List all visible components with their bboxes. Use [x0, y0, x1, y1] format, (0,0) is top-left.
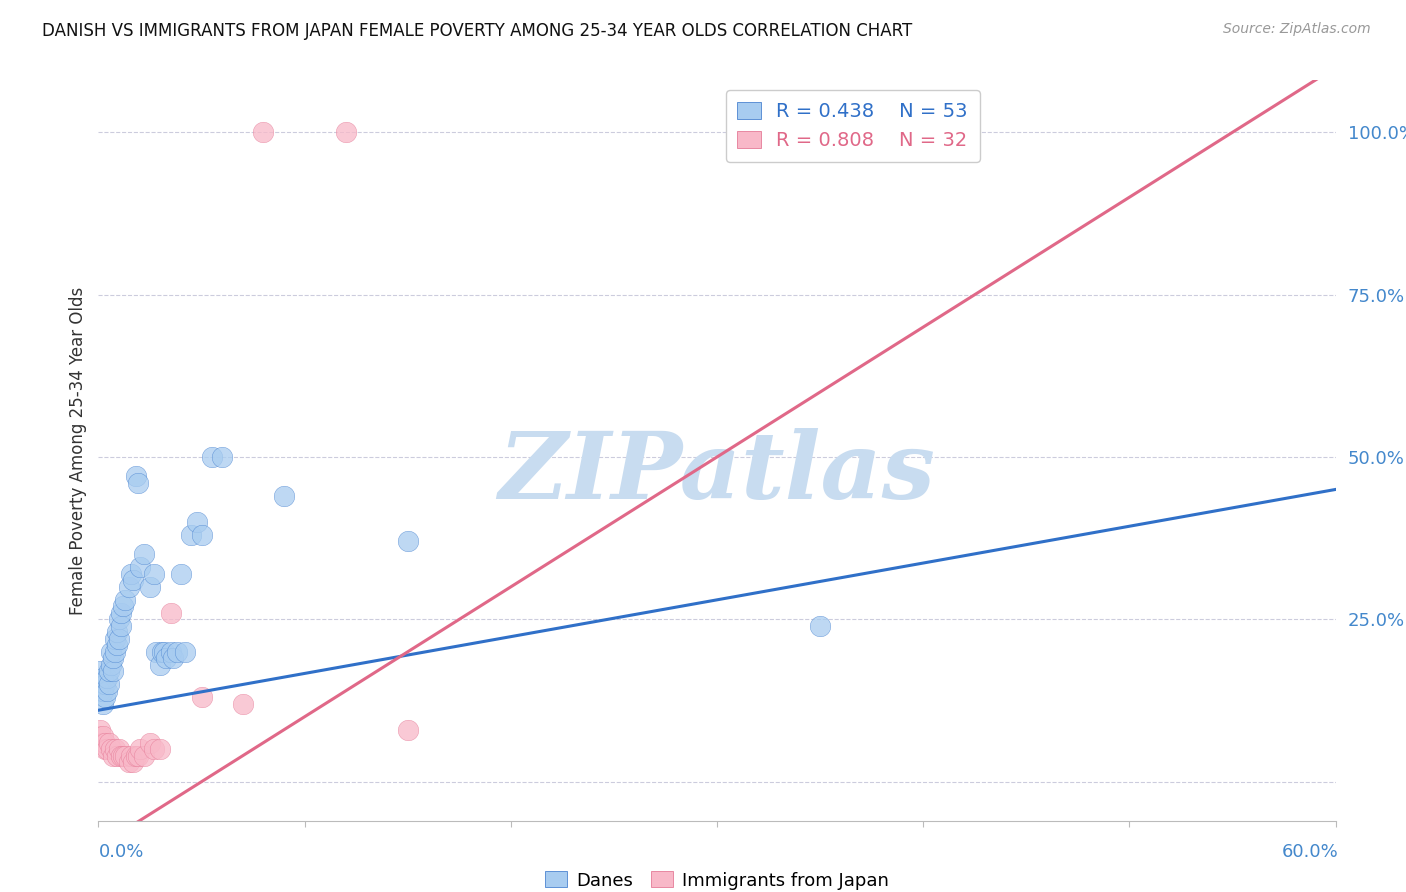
Text: 0.0%: 0.0%: [98, 843, 143, 861]
Point: [149, 657, 172, 672]
Point: [101, 651, 124, 665]
Point: [335, 125, 357, 139]
Text: DANISH VS IMMIGRANTS FROM JAPAN FEMALE POVERTY AMONG 25-34 YEAR OLDS CORRELATION: DANISH VS IMMIGRANTS FROM JAPAN FEMALE P…: [42, 22, 912, 40]
Legend: Danes, Immigrants from Japan: Danes, Immigrants from Japan: [538, 864, 896, 892]
Text: 60.0%: 60.0%: [1282, 843, 1339, 861]
Point: [91, 729, 114, 743]
Point: [273, 489, 295, 503]
Point: [112, 748, 135, 763]
Point: [114, 748, 136, 763]
Point: [139, 580, 162, 594]
Point: [122, 574, 145, 588]
Point: [100, 645, 122, 659]
Point: [89, 665, 111, 679]
Point: [105, 625, 128, 640]
Point: [122, 755, 145, 769]
Point: [110, 606, 132, 620]
Point: [108, 632, 131, 646]
Point: [104, 742, 127, 756]
Point: [396, 723, 419, 737]
Point: [159, 606, 181, 620]
Point: [108, 612, 131, 626]
Point: [127, 748, 149, 763]
Point: [143, 742, 166, 756]
Point: [118, 580, 141, 594]
Point: [128, 742, 150, 756]
Point: [155, 651, 177, 665]
Point: [91, 683, 114, 698]
Point: [97, 677, 120, 691]
Point: [252, 125, 274, 139]
Point: [108, 742, 131, 756]
Point: [124, 469, 146, 483]
Point: [139, 736, 162, 750]
Point: [186, 515, 208, 529]
Point: [162, 651, 184, 665]
Point: [91, 671, 114, 685]
Point: [120, 748, 142, 763]
Point: [96, 742, 118, 756]
Point: [97, 736, 120, 750]
Point: [89, 723, 111, 737]
Point: [120, 566, 142, 581]
Point: [100, 657, 122, 672]
Point: [101, 748, 124, 763]
Point: [128, 560, 150, 574]
Point: [232, 697, 254, 711]
Point: [97, 665, 120, 679]
Point: [118, 755, 141, 769]
Point: [114, 592, 136, 607]
Point: [153, 645, 176, 659]
Point: [93, 690, 115, 705]
Point: [150, 645, 173, 659]
Point: [105, 638, 128, 652]
Point: [166, 645, 188, 659]
Point: [143, 566, 166, 581]
Point: [132, 748, 155, 763]
Point: [174, 645, 197, 659]
Point: [91, 736, 114, 750]
Point: [211, 450, 233, 464]
Point: [132, 547, 155, 561]
Point: [145, 645, 167, 659]
Point: [170, 566, 193, 581]
Point: [190, 528, 212, 542]
Point: [89, 677, 111, 691]
Point: [104, 632, 127, 646]
Point: [159, 645, 181, 659]
Point: [93, 742, 115, 756]
Text: Source: ZipAtlas.com: Source: ZipAtlas.com: [1223, 22, 1371, 37]
Point: [127, 475, 149, 490]
Point: [808, 619, 831, 633]
Text: ZIPatlas: ZIPatlas: [499, 427, 935, 517]
Point: [396, 534, 419, 549]
Point: [105, 748, 128, 763]
Point: [201, 450, 224, 464]
Point: [180, 528, 202, 542]
Point: [112, 599, 135, 614]
Point: [96, 683, 118, 698]
Point: [124, 748, 146, 763]
Point: [110, 748, 132, 763]
Point: [89, 683, 111, 698]
Point: [91, 697, 114, 711]
Point: [100, 742, 122, 756]
Point: [93, 736, 115, 750]
Y-axis label: Female Poverty Among 25-34 Year Olds: Female Poverty Among 25-34 Year Olds: [69, 286, 87, 615]
Point: [104, 645, 127, 659]
Point: [101, 665, 124, 679]
Point: [96, 671, 118, 685]
Point: [110, 619, 132, 633]
Point: [89, 729, 111, 743]
Point: [93, 677, 115, 691]
Point: [190, 690, 212, 705]
Point: [149, 742, 172, 756]
